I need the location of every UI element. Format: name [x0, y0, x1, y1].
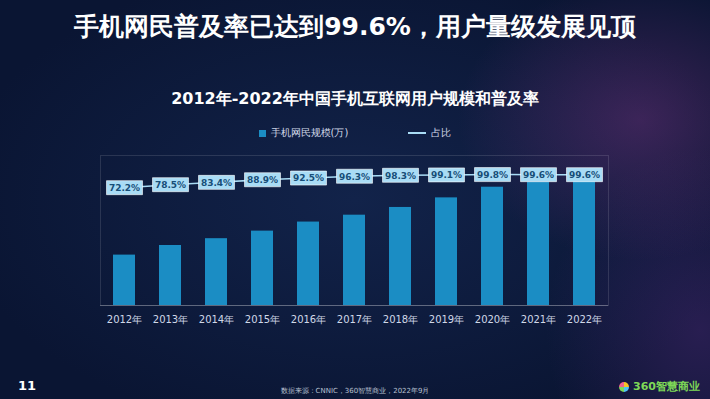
svg-text:2014年: 2014年: [199, 314, 234, 325]
svg-text:2019年: 2019年: [429, 314, 464, 325]
svg-text:2021年: 2021年: [521, 314, 556, 325]
svg-text:2016年: 2016年: [291, 314, 326, 325]
svg-text:83.4%: 83.4%: [201, 178, 232, 188]
svg-text:88.9%: 88.9%: [247, 175, 278, 185]
svg-text:2018年: 2018年: [383, 314, 418, 325]
html-text:手机网民规模(万): 手机网民规模(万): [270, 127, 349, 138]
svg-text:96.3%: 96.3%: [339, 172, 370, 182]
svg-text:99.6%: 99.6%: [569, 170, 600, 180]
html-text:数据来源：CNNIC，360智慧商业，2022年9月: 数据来源：CNNIC，360智慧商业，2022年9月: [280, 387, 430, 395]
svg-text:2022年: 2022年: [567, 314, 602, 325]
html-text:360智慧商业: 360智慧商业: [633, 380, 700, 393]
svg-text:98.3%: 98.3%: [385, 171, 416, 181]
svg-text:2015年: 2015年: [245, 314, 280, 325]
html-text:2012年-2022年中国手机互联网用户规模和普及率: 2012年-2022年中国手机互联网用户规模和普及率: [171, 89, 539, 108]
html-text:11: 11: [18, 378, 37, 393]
html-text:占比: 占比: [431, 127, 452, 138]
html-text:手机网民普及率已达到99.6%，用户量级发展见顶: 手机网民普及率已达到99.6%，用户量级发展见顶: [74, 12, 636, 41]
svg-text:2013年: 2013年: [153, 314, 188, 325]
svg-text:2017年: 2017年: [337, 314, 372, 325]
svg-text:99.1%: 99.1%: [431, 170, 462, 180]
svg-text:99.8%: 99.8%: [477, 170, 508, 180]
svg-text:99.6%: 99.6%: [523, 170, 554, 180]
svg-text:78.5%: 78.5%: [155, 180, 186, 190]
svg-text:2020年: 2020年: [475, 314, 510, 325]
svg-text:92.5%: 92.5%: [293, 173, 324, 183]
svg-text:2012年: 2012年: [107, 314, 142, 325]
svg-text:72.2%: 72.2%: [109, 183, 140, 193]
